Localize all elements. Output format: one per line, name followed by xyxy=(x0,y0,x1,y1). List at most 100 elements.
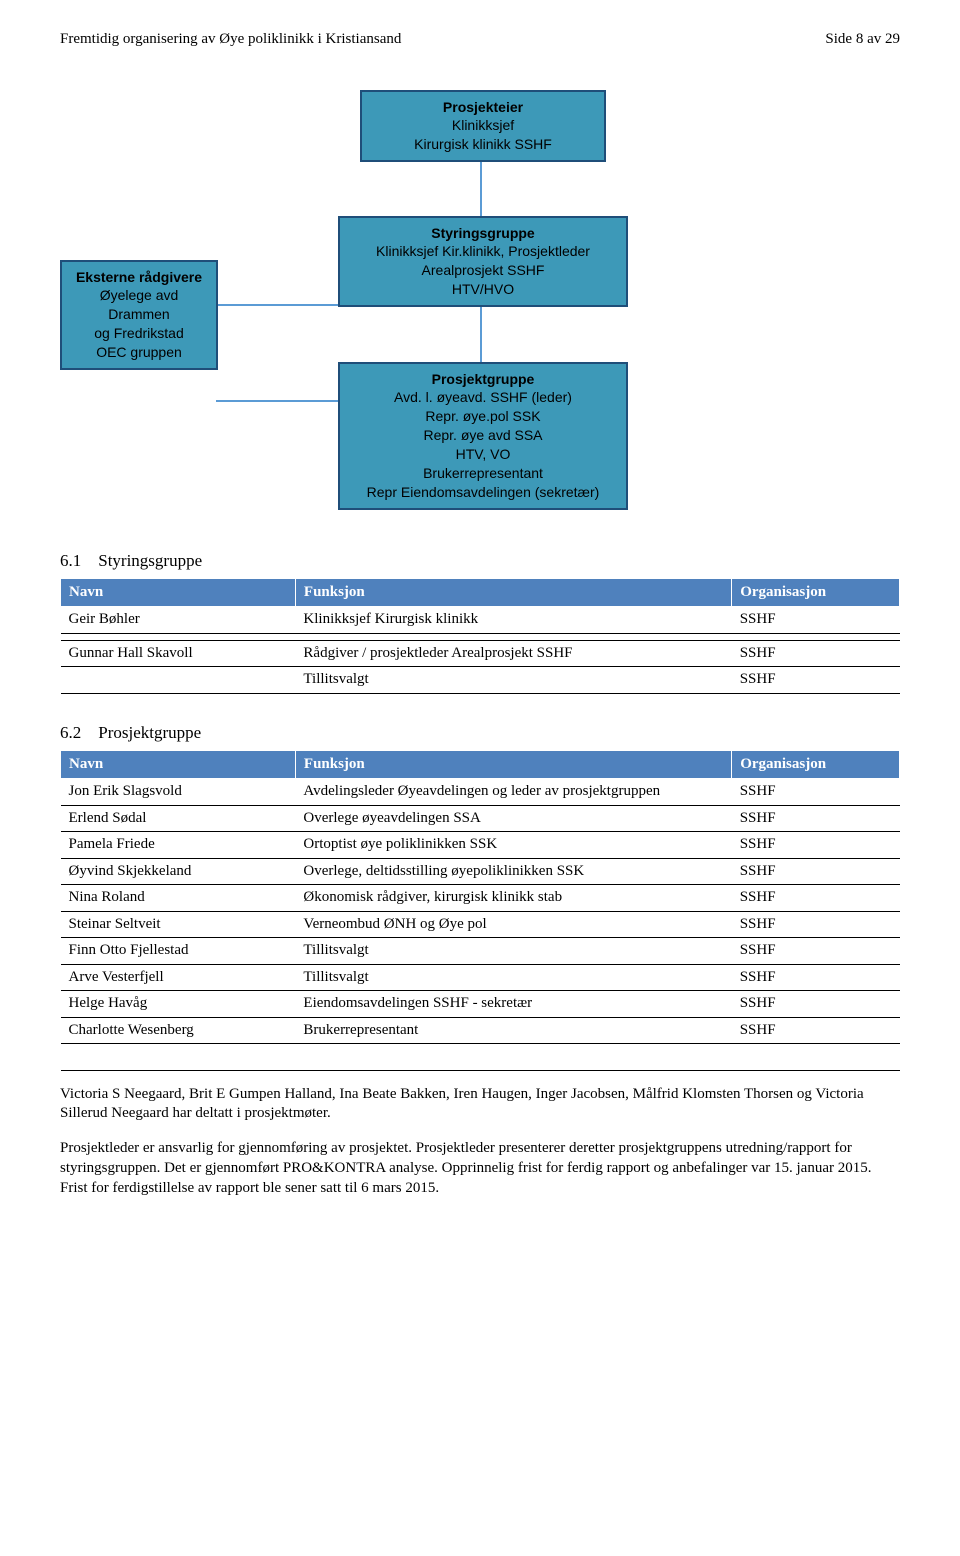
table-cell: Økonomisk rådgiver, kirurgisk klinikk st… xyxy=(295,885,731,912)
table-cell xyxy=(61,633,296,640)
org-chart: Prosjekteier Klinikksjef Kirurgisk klini… xyxy=(60,90,900,530)
table-cell xyxy=(61,667,296,694)
table-cell: Ortoptist øye poliklinikken SSK xyxy=(295,832,731,859)
table-cell: SSHF xyxy=(732,885,900,912)
table-cell: Overlege, deltidsstilling øyepoliklinikk… xyxy=(295,858,731,885)
table-row: Charlotte WesenbergBrukerrepresentantSSH… xyxy=(61,1017,900,1044)
table-row: Nina RolandØkonomisk rådgiver, kirurgisk… xyxy=(61,885,900,912)
col-organisasjon: Organisasjon xyxy=(732,578,900,607)
table-cell: Tillitsvalgt xyxy=(295,964,731,991)
org-box-line: Repr. øye.pol SSK xyxy=(350,407,616,426)
table-styringsgruppe: Navn Funksjon Organisasjon Geir BøhlerKl… xyxy=(60,578,900,694)
table-cell: Rådgiver / prosjektleder Arealprosjekt S… xyxy=(295,640,731,667)
table-cell: Avdelingsleder Øyeavdelingen og leder av… xyxy=(295,779,731,806)
org-box-line: Repr Eiendomsavdelingen (sekretær) xyxy=(350,483,616,502)
table-cell: SSHF xyxy=(732,991,900,1018)
org-box-styringsgruppe: Styringsgruppe Klinikksjef Kir.klinikk, … xyxy=(338,216,628,308)
org-box-eksterne: Eksterne rådgivere Øyelege avd Drammen o… xyxy=(60,260,218,370)
table-cell: Nina Roland xyxy=(61,885,296,912)
col-funksjon: Funksjon xyxy=(295,750,731,779)
org-box-title: Prosjektgruppe xyxy=(350,370,616,389)
table-cell: SSHF xyxy=(732,640,900,667)
table-cell: SSHF xyxy=(732,667,900,694)
table-cell: Overlege øyeavdelingen SSA xyxy=(295,805,731,832)
section-heading-61: 6.1 Styringsgruppe xyxy=(60,550,900,572)
table-cell: Eiendomsavdelingen SSHF - sekretær xyxy=(295,991,731,1018)
table-cell: Arve Vesterfjell xyxy=(61,964,296,991)
table-cell: SSHF xyxy=(732,779,900,806)
org-line xyxy=(216,304,340,306)
table-cell: SSHF xyxy=(732,832,900,859)
org-box-title: Prosjekteier xyxy=(372,98,594,117)
table-row: Gunnar Hall SkavollRådgiver / prosjektle… xyxy=(61,640,900,667)
table-cell: SSHF xyxy=(732,1017,900,1044)
table-cell: Erlend Sødal xyxy=(61,805,296,832)
section-title: Prosjektgruppe xyxy=(98,723,201,742)
section-num: 6.1 xyxy=(60,551,81,570)
org-box-line: Brukerrepresentant xyxy=(350,464,616,483)
org-box-line: Klinikksjef xyxy=(372,116,594,135)
table-footnote: Victoria S Neegaard, Brit E Gumpen Halla… xyxy=(60,1085,900,1124)
org-line xyxy=(216,400,340,402)
table-row: Øyvind SkjekkelandOverlege, deltidsstill… xyxy=(61,858,900,885)
org-box-line: OEC gruppen xyxy=(72,343,206,362)
table-row: TillitsvalgtSSHF xyxy=(61,667,900,694)
table-cell: SSHF xyxy=(732,805,900,832)
table-row xyxy=(61,1044,900,1071)
table-row: Finn Otto FjellestadTillitsvalgtSSHF xyxy=(61,938,900,965)
table-cell: Jon Erik Slagsvold xyxy=(61,779,296,806)
table-cell: Tillitsvalgt xyxy=(295,667,731,694)
table-row: Helge HavågEiendomsavdelingen SSHF - sek… xyxy=(61,991,900,1018)
table-cell: Helge Havåg xyxy=(61,991,296,1018)
org-box-prosjekteier: Prosjekteier Klinikksjef Kirurgisk klini… xyxy=(360,90,606,163)
table-cell: SSHF xyxy=(732,964,900,991)
table-cell: Pamela Friede xyxy=(61,832,296,859)
table-cell: SSHF xyxy=(732,911,900,938)
org-box-line: Arealprosjekt SSHF xyxy=(350,261,616,280)
table-cell: Verneombud ØNH og Øye pol xyxy=(295,911,731,938)
table-prosjektgruppe: Navn Funksjon Organisasjon Jon Erik Slag… xyxy=(60,750,900,1071)
section-title: Styringsgruppe xyxy=(98,551,202,570)
org-box-line: Repr. øye avd SSA xyxy=(350,426,616,445)
table-cell: SSHF xyxy=(732,858,900,885)
table-cell xyxy=(732,633,900,640)
table-cell: Steinar Seltveit xyxy=(61,911,296,938)
page-header-left: Fremtidig organisering av Øye poliklinik… xyxy=(60,30,401,50)
table-cell: Øyvind Skjekkeland xyxy=(61,858,296,885)
table-row: Pamela FriedeOrtoptist øye poliklinikken… xyxy=(61,832,900,859)
col-organisasjon: Organisasjon xyxy=(732,750,900,779)
org-box-line: HTV/HVO xyxy=(350,280,616,299)
section-num: 6.2 xyxy=(60,723,81,742)
org-box-title: Eksterne rådgivere xyxy=(72,268,206,287)
org-box-line: HTV, VO xyxy=(350,445,616,464)
table-cell: SSHF xyxy=(732,938,900,965)
table-row: Erlend SødalOverlege øyeavdelingen SSASS… xyxy=(61,805,900,832)
table-cell: Gunnar Hall Skavoll xyxy=(61,640,296,667)
table-cell: Finn Otto Fjellestad xyxy=(61,938,296,965)
col-navn: Navn xyxy=(61,578,296,607)
org-box-line: Kirurgisk klinikk SSHF xyxy=(372,135,594,154)
table-row: Arve VesterfjellTillitsvalgtSSHF xyxy=(61,964,900,991)
table-cell: Tillitsvalgt xyxy=(295,938,731,965)
page-header-right: Side 8 av 29 xyxy=(825,30,900,50)
col-funksjon: Funksjon xyxy=(295,578,731,607)
section-heading-62: 6.2 Prosjektgruppe xyxy=(60,722,900,744)
table-cell xyxy=(61,1044,900,1071)
table-cell: Brukerrepresentant xyxy=(295,1017,731,1044)
col-navn: Navn xyxy=(61,750,296,779)
org-box-line: Avd. l. øyeavd. SSHF (leder) xyxy=(350,388,616,407)
table-row xyxy=(61,633,900,640)
org-box-title: Styringsgruppe xyxy=(350,224,616,243)
org-box-line: og Fredrikstad xyxy=(72,324,206,343)
org-box-line: Øyelege avd xyxy=(72,286,206,305)
table-cell: SSHF xyxy=(732,607,900,634)
table-cell: Geir Bøhler xyxy=(61,607,296,634)
table-row: Steinar SeltveitVerneombud ØNH og Øye po… xyxy=(61,911,900,938)
table-cell: Klinikksjef Kirurgisk klinikk xyxy=(295,607,731,634)
table-cell: Charlotte Wesenberg xyxy=(61,1017,296,1044)
org-box-prosjektgruppe: Prosjektgruppe Avd. l. øyeavd. SSHF (led… xyxy=(338,362,628,510)
org-box-line: Klinikksjef Kir.klinikk, Prosjektleder xyxy=(350,242,616,261)
table-cell xyxy=(295,633,731,640)
org-box-line: Drammen xyxy=(72,305,206,324)
org-line xyxy=(480,154,482,218)
